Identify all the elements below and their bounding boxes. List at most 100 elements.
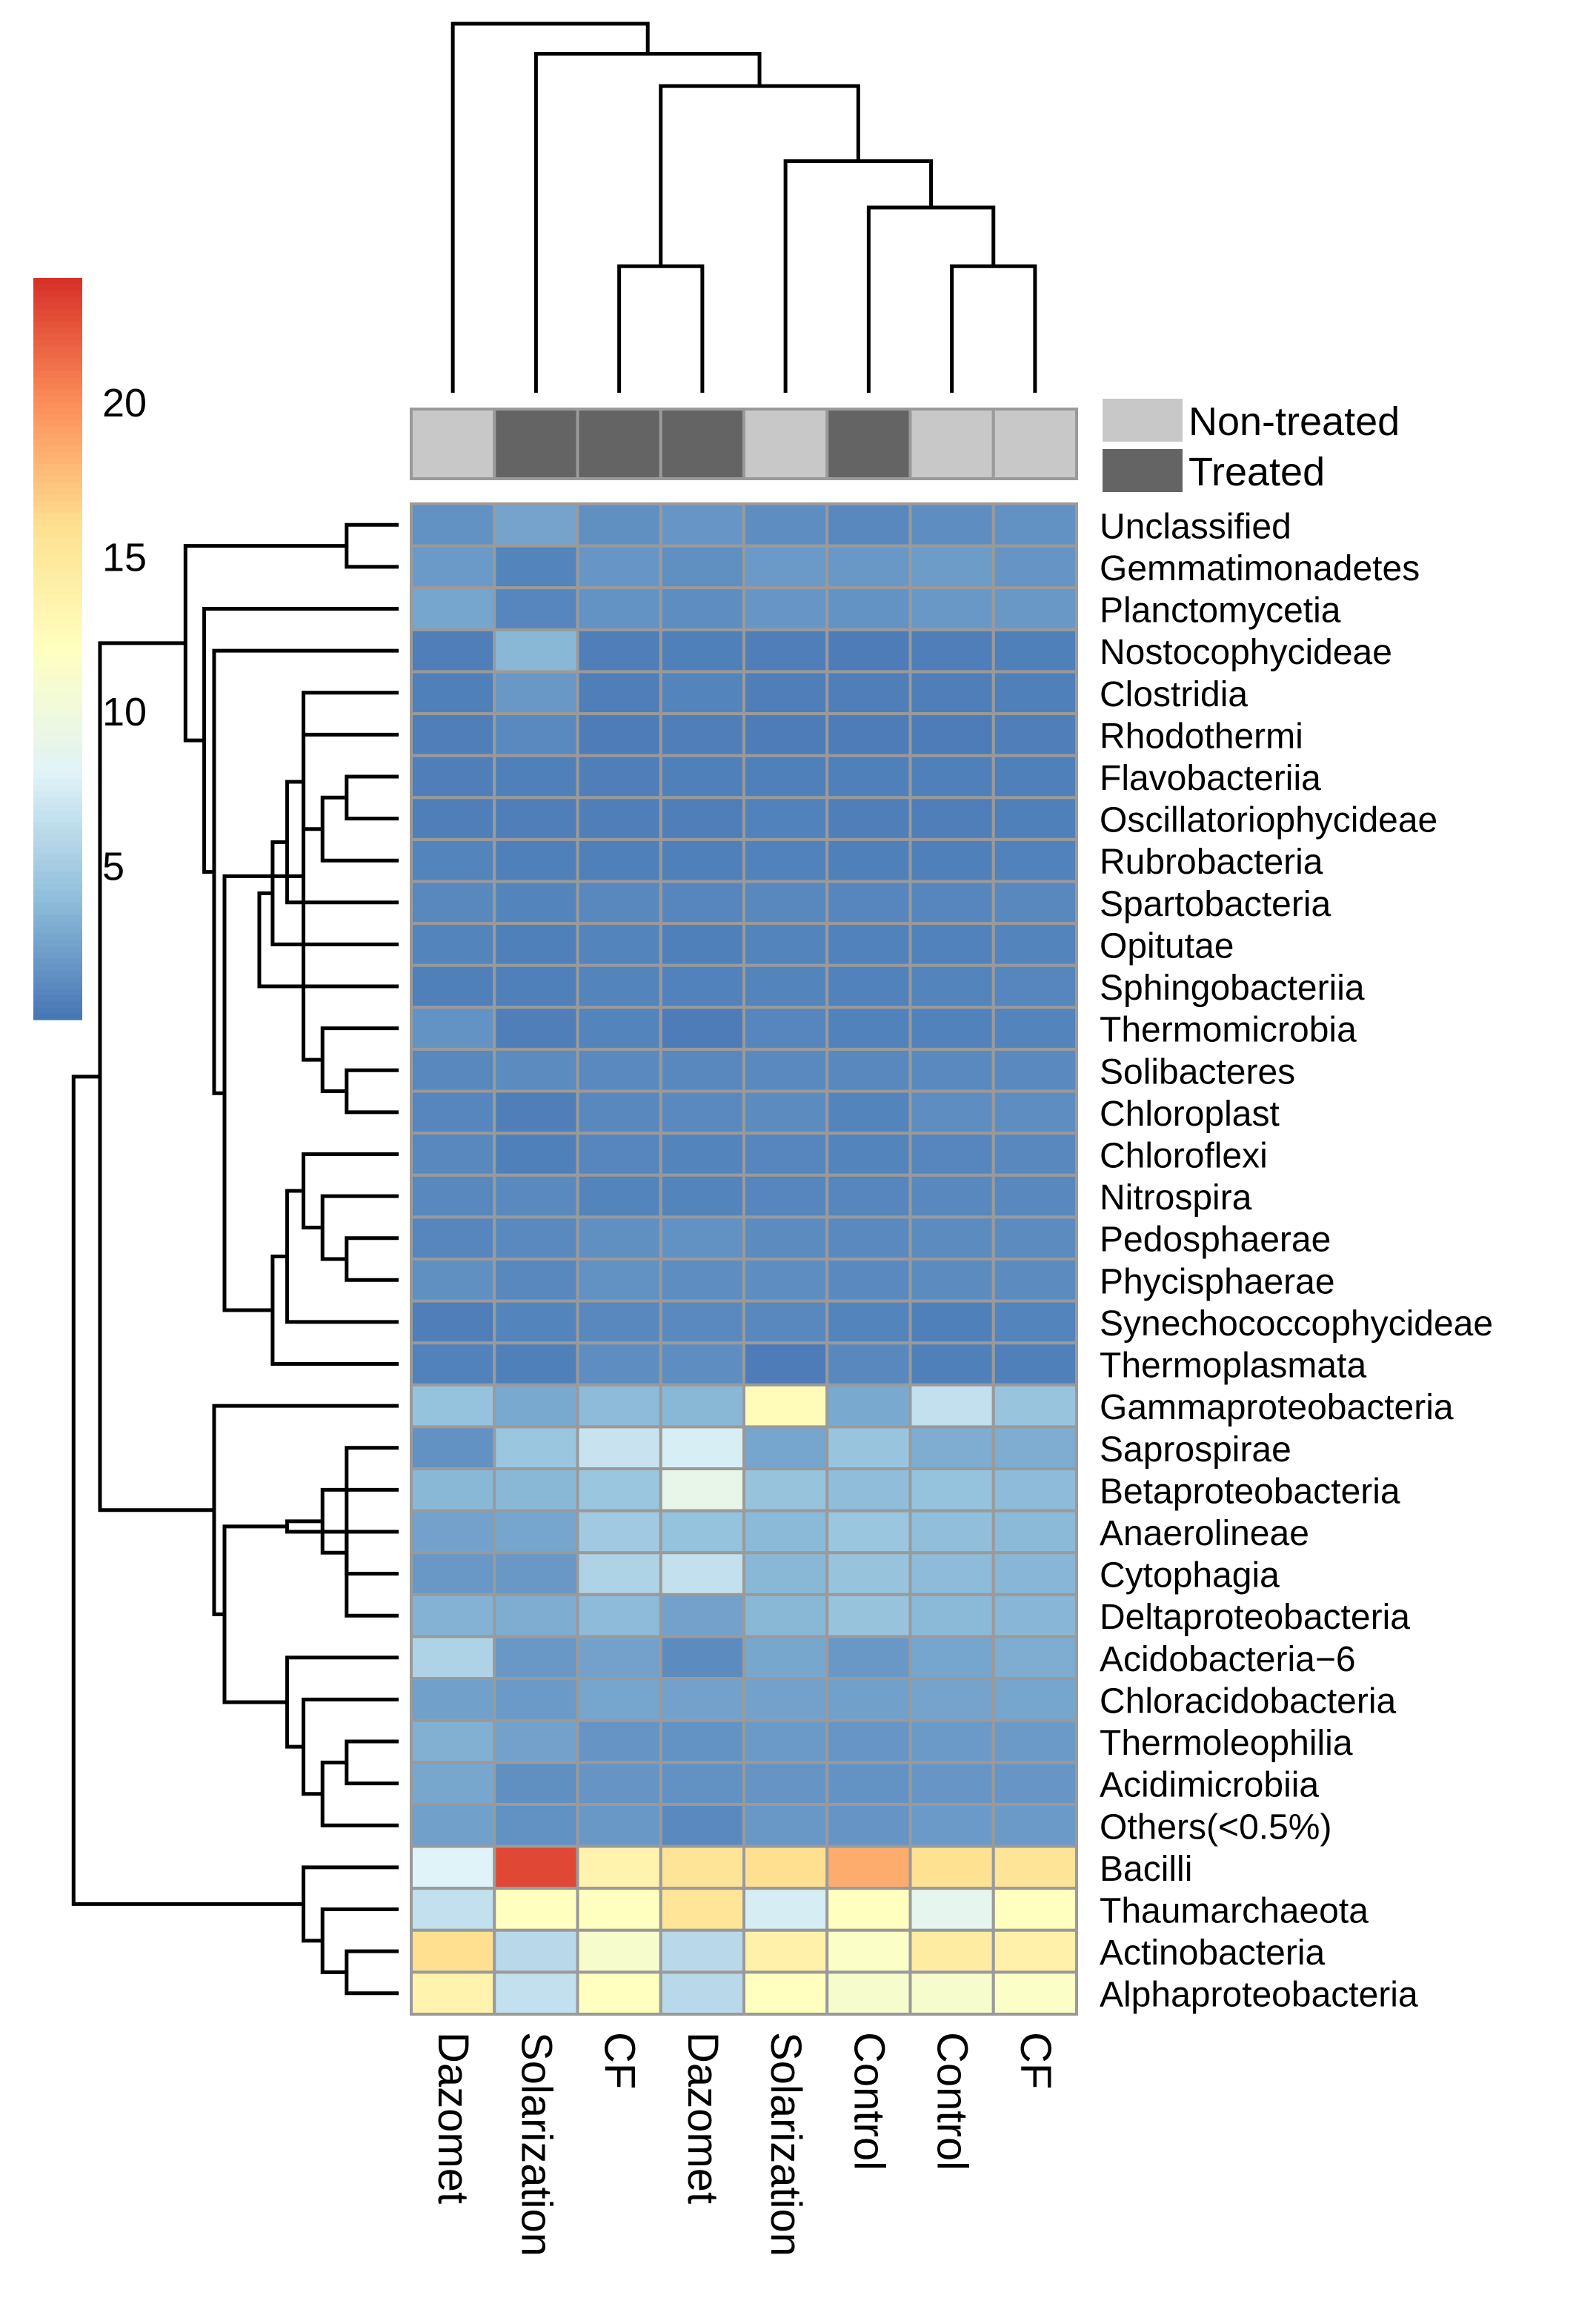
annotation-cell-col8-non-treated — [991, 408, 1078, 480]
cell-planctomycetia-col6 — [825, 586, 912, 631]
cell-betaproteobacteria-col7 — [908, 1467, 995, 1512]
column-dendrogram-link-1 — [950, 264, 1037, 393]
cell-pedosphaerae-col4 — [659, 1215, 745, 1261]
row-label-spartobacteria: Spartobacteria — [1100, 885, 1331, 924]
colorbar-band-83 — [33, 506, 82, 514]
colorbar-band-49 — [33, 717, 82, 724]
column-annotation-bar — [410, 408, 1078, 480]
cell-unclassified-col3 — [576, 502, 662, 548]
colorbar-band-30 — [33, 834, 82, 841]
cell-flavobacteriia-col8 — [991, 754, 1078, 800]
cell-thermoleophilia-col8 — [991, 1718, 1078, 1764]
cell-thermoleophilia-col2 — [493, 1718, 579, 1764]
colorbar-band-65 — [33, 617, 82, 625]
cell-thermomicrobia-col5 — [742, 1006, 829, 1051]
cell-clostridia-col5 — [742, 670, 829, 716]
row-dendrogram-link-19 — [183, 544, 347, 743]
colorbar-band-91 — [33, 456, 82, 464]
cell-chloroplast-col7 — [908, 1089, 995, 1135]
colorbar-band-99 — [33, 408, 82, 415]
cell-sphingobacteriia-col4 — [659, 963, 745, 1009]
colorbar-band-112 — [33, 327, 82, 334]
cell-gemmatimonadetes-col6 — [825, 544, 912, 590]
cell-gammaproteobacteria-col7 — [908, 1383, 995, 1429]
cell-acidobacteria-6-col5 — [742, 1635, 829, 1681]
cell-synechococcophycideae-col5 — [742, 1299, 829, 1345]
cell-oscillatoriophycideae-col7 — [908, 796, 995, 841]
cell-thermomicrobia-col8 — [991, 1006, 1078, 1051]
cell-synechococcophycideae-col6 — [825, 1299, 912, 1345]
cell-acidobacteria-6-col1 — [410, 1635, 496, 1681]
cell-others-0-5-col6 — [825, 1802, 912, 1848]
row-label-thermomicrobia: Thermomicrobia — [1100, 1011, 1357, 1050]
cell-oscillatoriophycideae-col1 — [410, 796, 496, 841]
row-label-synechococcophycideae: Synechococcophycideae — [1100, 1304, 1493, 1344]
cell-unclassified-col8 — [991, 502, 1078, 548]
colorbar-band-39 — [33, 778, 82, 786]
cell-gemmatimonadetes-col4 — [659, 544, 745, 590]
cell-gammaproteobacteria-col8 — [991, 1383, 1078, 1429]
colorbar-band-35 — [33, 803, 82, 810]
colorbar-band-59 — [33, 654, 82, 662]
cell-chloroflexi-col1 — [410, 1132, 496, 1177]
row-label-chloroflexi: Chloroflexi — [1100, 1136, 1268, 1175]
cell-bacilli-col6 — [825, 1844, 912, 1890]
cell-solibacteres-col8 — [991, 1047, 1078, 1093]
column-label-control-6: Control — [845, 2032, 893, 2171]
cell-pedosphaerae-col2 — [493, 1215, 579, 1261]
cell-others-0-5-col4 — [659, 1802, 745, 1848]
legend-swatch-non-treated — [1103, 399, 1183, 442]
cell-rubrobacteria-col1 — [410, 837, 496, 883]
colorbar-tick-15: 15 — [102, 535, 147, 580]
cell-rhodothermi-col4 — [659, 712, 745, 757]
cell-betaproteobacteria-col5 — [742, 1467, 829, 1512]
cell-anaerolineae-col3 — [576, 1509, 662, 1555]
colorbar-band-36 — [33, 797, 82, 804]
cell-betaproteobacteria-col1 — [410, 1467, 496, 1512]
colorbar-band-77 — [33, 543, 82, 551]
annotation-cell-col3-treated — [576, 408, 662, 480]
colorbar-band-104 — [33, 376, 82, 384]
cell-sphingobacteriia-col1 — [410, 963, 496, 1009]
cell-bacilli-col3 — [576, 1844, 662, 1890]
cell-deltaproteobacteria-col2 — [493, 1593, 579, 1638]
row-label-gemmatimonadetes: Gemmatimonadetes — [1100, 549, 1420, 588]
colorbar-tick-10: 10 — [102, 690, 147, 734]
column-dendrogram-link-7 — [450, 21, 650, 393]
cell-others-0-5-col3 — [576, 1802, 662, 1848]
cell-chloracidobacteria-col1 — [410, 1677, 496, 1722]
cell-alphaproteobacteria-col8 — [991, 1970, 1078, 2016]
colorbar-band-21 — [33, 889, 82, 897]
colorbar-band-80 — [33, 525, 82, 532]
colorbar-band-105 — [33, 371, 82, 378]
cell-phycisphaerae-col8 — [991, 1258, 1078, 1303]
cell-acidobacteria-6-col8 — [991, 1635, 1078, 1681]
row-dendrogram-link-14 — [302, 691, 399, 1062]
colorbar-band-69 — [33, 593, 82, 600]
colorbar-band-66 — [33, 611, 82, 619]
cell-saprospirae-col4 — [659, 1425, 745, 1471]
row-dendrogram-link-32 — [302, 1865, 399, 1943]
cell-thermoleophilia-col4 — [659, 1718, 745, 1764]
cell-alphaproteobacteria-col1 — [410, 1970, 496, 2016]
cell-thermomicrobia-col1 — [410, 1006, 496, 1051]
cell-unclassified-col2 — [493, 502, 579, 548]
cell-spartobacteria-col3 — [576, 880, 662, 926]
cell-flavobacteriia-col7 — [908, 754, 995, 800]
row-label-actinobacteria: Actinobacteria — [1100, 1933, 1325, 1973]
cell-chloroflexi-col2 — [493, 1132, 579, 1177]
cell-oscillatoriophycideae-col5 — [742, 796, 829, 841]
legend-label-treated: Treated — [1188, 450, 1325, 494]
column-dendrogram-link-2 — [617, 264, 705, 393]
cell-unclassified-col6 — [825, 502, 912, 548]
cell-planctomycetia-col5 — [742, 586, 829, 631]
cell-thaumarchaeota-col7 — [908, 1887, 995, 1932]
cell-oscillatoriophycideae-col8 — [991, 796, 1078, 841]
cell-gammaproteobacteria-col5 — [742, 1383, 829, 1429]
cell-nostocophycideae-col6 — [825, 628, 912, 674]
colorbar-band-116 — [33, 302, 82, 310]
colorbar-band-108 — [33, 352, 82, 359]
colorbar-band-63 — [33, 630, 82, 637]
cell-thaumarchaeota-col8 — [991, 1887, 1078, 1932]
cell-deltaproteobacteria-col4 — [659, 1593, 745, 1638]
